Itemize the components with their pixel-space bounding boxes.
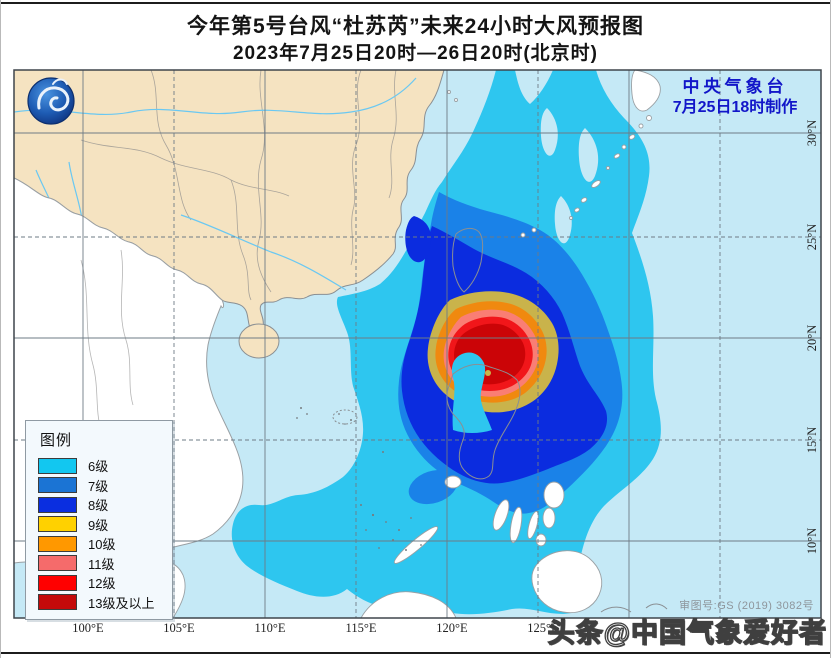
legend-swatch-9	[38, 516, 77, 533]
luzon-outline	[446, 363, 521, 480]
mindanao-island	[531, 550, 603, 614]
agency-credit: 中央气象台 7月25日18时制作	[646, 76, 824, 118]
borneo-tip	[360, 591, 457, 618]
legend-swatch-11	[38, 555, 77, 572]
paracel-reef	[332, 409, 358, 425]
hainan-island	[238, 323, 280, 359]
legend-title: 图例	[40, 432, 73, 449]
cma-logo-icon	[27, 77, 75, 125]
legend-swatch-6	[38, 457, 77, 474]
lat-label-20n: 20°N	[805, 324, 819, 352]
legend-item: 6级	[38, 456, 172, 476]
legend-panel: 图例 6级 7级 8级 9级 10级 11级 12级 13级及以上	[25, 420, 173, 620]
legend-item: 12级	[38, 573, 172, 593]
page-subtitle: 2023年7月25日20时—26日20时(北京时)	[232, 43, 599, 64]
core-notch	[451, 352, 492, 433]
watermark: 头条@中国气象爱好者	[547, 617, 827, 648]
agency-name: 中央气象台	[682, 77, 788, 96]
ocean-gaps	[540, 108, 599, 244]
islet-specks	[296, 407, 422, 551]
map-frame	[13, 69, 822, 619]
legend-item: 13级及以上	[38, 593, 172, 613]
lon-label-125e: 125°E	[527, 621, 559, 635]
legend-item: 10级	[38, 534, 172, 554]
notch-islet	[485, 370, 491, 376]
legend-item: 11级	[38, 554, 172, 574]
lon-label-120e: 120°E	[436, 621, 468, 635]
legend-swatch-7	[38, 477, 77, 494]
kyushu-island	[631, 70, 661, 112]
legend-swatch-13	[38, 594, 77, 611]
samar-island	[543, 481, 565, 509]
lat-label-25n: 25°N	[805, 223, 819, 251]
province-borders	[80, 70, 397, 301]
legend-item: 9级	[38, 515, 172, 535]
agency-issue-time: 7月25日18时制作	[672, 99, 798, 116]
foreign-borders	[80, 249, 134, 431]
legend-swatch-10	[38, 535, 77, 552]
legend-swatch-12	[38, 574, 77, 591]
legend-swatch-8	[38, 496, 77, 513]
lon-label-110e: 110°E	[254, 621, 286, 635]
lon-label-100e: 100°E	[72, 621, 104, 635]
bottom-rule	[1, 652, 830, 654]
legend-item: 8级	[38, 495, 172, 515]
mindoro-island	[444, 475, 462, 489]
coast-outlines	[332, 227, 668, 613]
lat-label-15n: 15°N	[805, 426, 819, 454]
map-license-number: 审图号:GS (2019) 3082号	[679, 600, 814, 612]
lon-label-115e: 115°E	[345, 621, 377, 635]
china-land	[14, 70, 445, 421]
page-title: 今年第5号台风“杜苏芮”未来24小时大风预报图	[186, 15, 645, 38]
okinawa-island	[591, 180, 601, 188]
top-rule	[1, 2, 830, 4]
legend-item: 7级	[38, 476, 172, 496]
lon-label-105e: 105°E	[163, 621, 195, 635]
lat-label-10n: 10°N	[805, 527, 819, 555]
lat-label-30n: 30°N	[805, 119, 819, 147]
taiwan-outline	[452, 227, 484, 293]
